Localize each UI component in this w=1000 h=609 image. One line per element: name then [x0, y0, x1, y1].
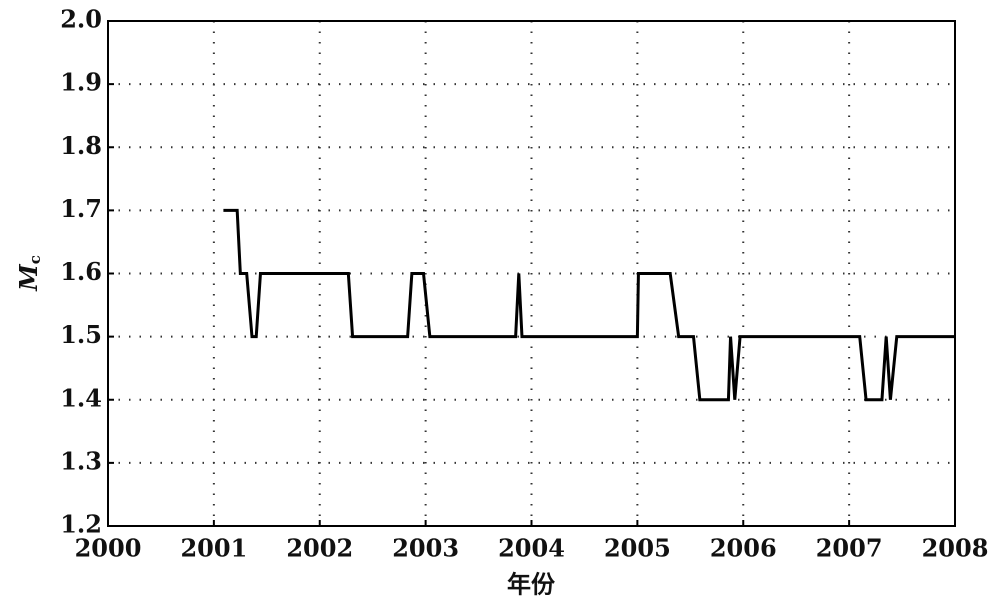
x-tick-label: 2003 [392, 534, 459, 563]
y-tick-label: 1.8 [60, 131, 102, 160]
y-label-main: M [14, 263, 43, 292]
y-tick-label: 1.9 [60, 68, 102, 97]
x-tick-label: 2006 [710, 534, 777, 563]
y-tick-label: 1.2 [60, 510, 102, 539]
plot-frame [107, 20, 956, 527]
y-axis-label: Mc [14, 255, 45, 292]
x-tick-label: 2001 [180, 534, 247, 563]
y-tick-label: 1.4 [60, 383, 102, 412]
y-tick-label: 1.3 [60, 446, 102, 475]
x-axis-label: 年份 [507, 570, 556, 599]
y-tick-label: 1.6 [60, 257, 102, 286]
x-tick-label: 2005 [604, 534, 671, 563]
y-tick-label: 2.0 [60, 5, 102, 34]
x-tick-label: 2008 [922, 534, 989, 563]
y-label-sub: c [26, 255, 44, 264]
x-tick-label: 2002 [286, 534, 353, 563]
x-tick-label: 2007 [816, 534, 883, 563]
data-line [223, 208, 955, 402]
y-tick-label: 1.5 [60, 320, 102, 349]
x-tick-label: 2004 [498, 534, 565, 563]
y-tick-label: 1.7 [60, 194, 102, 223]
x-tick-label: 2000 [75, 534, 142, 563]
